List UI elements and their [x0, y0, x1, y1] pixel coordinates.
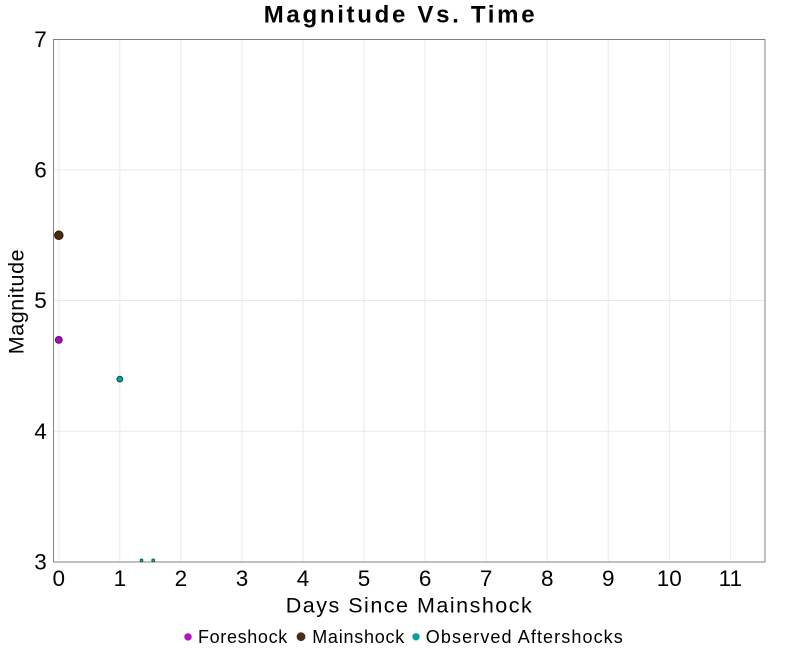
svg-text:6: 6 — [34, 158, 47, 183]
svg-text:7: 7 — [34, 27, 47, 52]
svg-text:1: 1 — [114, 566, 127, 591]
svg-text:0: 0 — [53, 566, 66, 591]
svg-text:6: 6 — [419, 566, 432, 591]
svg-text:5: 5 — [358, 566, 371, 591]
svg-text:4: 4 — [34, 419, 47, 444]
svg-text:5: 5 — [34, 288, 47, 313]
svg-text:Magnitude: Magnitude — [5, 249, 29, 354]
svg-text:Magnitude Vs. Time: Magnitude Vs. Time — [264, 2, 538, 29]
svg-text:3: 3 — [34, 550, 47, 575]
svg-text:Foreshock: Foreshock — [198, 627, 288, 647]
svg-text:3: 3 — [236, 566, 249, 591]
svg-text:Mainshock: Mainshock — [312, 627, 405, 647]
svg-text:10: 10 — [657, 566, 682, 591]
svg-text:7: 7 — [480, 566, 493, 591]
svg-text:Days Since Mainshock: Days Since Mainshock — [286, 593, 533, 617]
svg-text:9: 9 — [602, 566, 615, 591]
svg-text:2: 2 — [175, 566, 188, 591]
svg-text:Observed Aftershocks: Observed Aftershocks — [426, 627, 624, 647]
svg-text:4: 4 — [297, 566, 310, 591]
svg-text:11: 11 — [719, 566, 742, 591]
svg-text:8: 8 — [541, 566, 554, 591]
